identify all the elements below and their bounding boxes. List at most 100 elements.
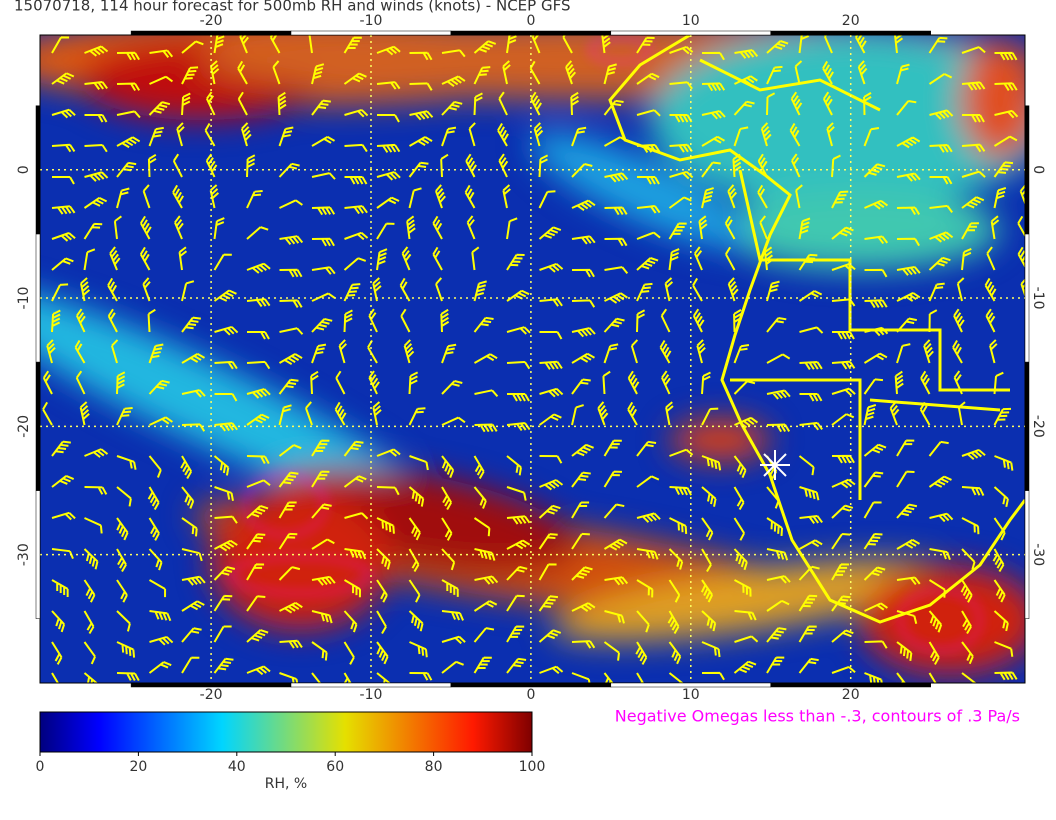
wind-barb (311, 266, 336, 275)
wind-barb (51, 175, 75, 185)
wind-barb (506, 657, 527, 674)
wind-barb (733, 486, 745, 511)
annotation: Negative Omegas less than -.3, contours … (615, 707, 1020, 726)
wind-barb (176, 122, 185, 147)
wind-barb (863, 91, 872, 116)
wind-barb (603, 439, 622, 457)
wind-barb (864, 268, 888, 278)
wind-barb (311, 470, 330, 488)
wind-barb (636, 72, 660, 85)
wind-barb (210, 60, 220, 85)
wind-barb (473, 600, 498, 612)
wind-barb (928, 73, 953, 85)
wind-barb (84, 80, 108, 90)
wind-barb (799, 514, 823, 524)
wind-barb (440, 308, 450, 333)
wind-barb (701, 407, 719, 426)
wind-barb (311, 172, 336, 180)
wind-barb (149, 75, 174, 85)
wind-barb (441, 343, 457, 364)
wind-barb (107, 277, 118, 302)
y-tick-label: 0 (16, 165, 32, 174)
wind-barb (831, 413, 855, 426)
wind-barb (376, 641, 389, 665)
wind-barb (237, 60, 248, 85)
tick-mark (1024, 233, 1030, 363)
wind-barb (344, 143, 368, 153)
wind-barb (107, 308, 118, 333)
wind-barb (928, 475, 952, 488)
wind-barb (79, 401, 90, 426)
wind-barb (246, 455, 270, 465)
wind-barb (441, 75, 466, 87)
wind-barb (376, 171, 401, 181)
wind-barb (766, 280, 780, 302)
wind-barb (372, 401, 382, 426)
wind-barb (506, 35, 518, 54)
wind-barb (51, 475, 75, 488)
wind-barb (278, 471, 299, 488)
wind-barb (51, 610, 66, 633)
wind-barb (408, 517, 421, 541)
wind-barb (116, 486, 132, 507)
wind-barb (376, 196, 400, 209)
wind-barb (279, 268, 303, 278)
wind-barb (149, 49, 174, 58)
wind-barb (1027, 74, 1050, 90)
wind-barb (246, 360, 271, 370)
x-tick-label: 20 (842, 13, 860, 29)
wind-barb (863, 378, 884, 395)
wind-barb (992, 548, 1005, 573)
wind-barb (279, 353, 303, 365)
wind-barb (571, 566, 593, 581)
wind-barb (961, 196, 985, 209)
wind-barb (896, 641, 913, 661)
wind-barb (701, 82, 726, 92)
wind-barb (278, 532, 298, 550)
y-tick-label: -30 (16, 543, 32, 566)
wind-barb (181, 353, 206, 364)
wind-barb (279, 299, 303, 308)
wind-barb (952, 339, 963, 364)
wind-barb (473, 627, 495, 643)
wind-barb (701, 110, 726, 120)
wind-barb (766, 353, 791, 364)
wind-barb (530, 91, 542, 116)
colorbar (39, 711, 533, 753)
wind-barb (181, 66, 199, 85)
wind-barb (603, 503, 625, 519)
wind-barb (791, 153, 801, 178)
wind-barb (406, 215, 416, 240)
wind-barb (409, 110, 434, 121)
wind-barb (139, 246, 151, 271)
wind-barb (432, 215, 443, 240)
wind-barb (701, 486, 717, 507)
wind-barb (474, 389, 499, 398)
wind-barb (929, 144, 953, 153)
wind-barb (246, 479, 271, 488)
wind-barb (928, 282, 945, 302)
wind-barb (408, 407, 426, 426)
wind-barb (172, 153, 183, 178)
wind-barb (636, 672, 648, 683)
wind-barb (335, 370, 346, 395)
wind-barb (246, 154, 256, 178)
wind-barb (798, 253, 818, 271)
wind-barb (630, 339, 639, 364)
wind-barb (246, 190, 263, 209)
wind-barb (733, 455, 747, 479)
wind-barb (113, 215, 122, 240)
wind-barb (961, 247, 972, 271)
wind-barb (733, 548, 748, 571)
wind-barb (181, 600, 205, 612)
wind-barb (83, 196, 108, 209)
wind-barb (181, 40, 204, 54)
wind-barb (432, 246, 443, 271)
wind-barb (665, 401, 674, 426)
x-tick-label: -10 (360, 687, 383, 703)
wind-barb (896, 672, 909, 683)
wind-barb (636, 109, 661, 117)
wind-barb (864, 299, 888, 309)
wind-barb (733, 380, 756, 395)
wind-barb (474, 423, 498, 433)
